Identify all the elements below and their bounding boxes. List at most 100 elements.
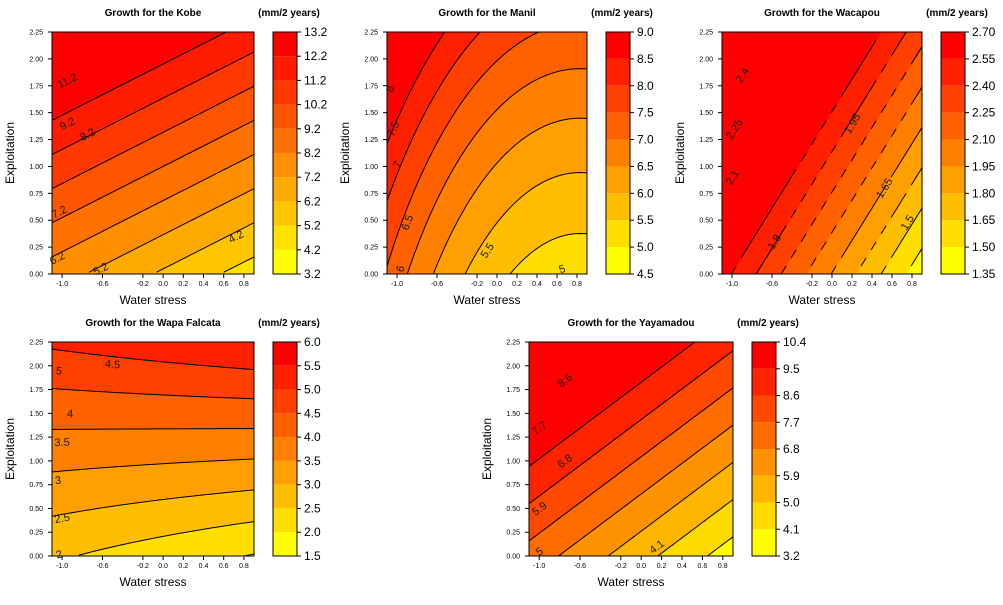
x-tick-label: 0.8: [718, 563, 728, 570]
legend-tick-label: 4.2: [304, 243, 321, 257]
legend-tick-label: 2.25: [972, 106, 996, 120]
chart-panel-1: 4.2 5.2 6.2 7.2 8.2 9.2 11.2 Growth for the Kob…: [3, 8, 328, 307]
legend-tick-label: 2.70: [972, 25, 996, 39]
contour-line: [223, 256, 255, 273]
legend-title: (mm/2 years): [258, 8, 320, 19]
legend-title: (mm/2 years): [926, 8, 988, 19]
x-tick-label: 0.4: [199, 563, 209, 570]
x-tick-label: 0.2: [178, 281, 188, 288]
legend-tick-label: 1.50: [972, 240, 996, 254]
legend-title: (mm/2 years): [591, 8, 653, 19]
y-tick-label: 0.00: [699, 272, 713, 279]
y-tick-label: 2.00: [699, 56, 713, 63]
contour-line: [78, 521, 255, 556]
legend-tick-label: 8.6: [783, 389, 800, 403]
legend-swatch: [273, 342, 297, 366]
contour-line: [810, 86, 923, 267]
legend-swatch: [273, 365, 297, 390]
contour-label: 4: [67, 408, 73, 420]
legend-tick-label: 8.2: [304, 146, 321, 160]
y-tick-label: 0.25: [506, 530, 520, 537]
legend-frame: [605, 31, 631, 275]
contour-label: 2.5: [54, 512, 71, 527]
contour-line: [51, 458, 255, 473]
legend-tick-label: 13.2: [304, 25, 328, 39]
legend-swatch: [606, 247, 630, 274]
legend-tick-label: 9.2: [304, 122, 321, 136]
x-tick-label: 0.4: [532, 281, 542, 288]
contour-band: [51, 458, 255, 517]
x-axis-label: Water stress: [120, 293, 187, 307]
contour-line: [51, 388, 255, 400]
y-axis: 0.00 0.25 0.50 0.75 1.00 1.25 1.50 1.75 2.00 2.25: [506, 340, 529, 561]
y-tick-label: 1.00: [29, 164, 43, 171]
y-tick-label: 0.25: [29, 245, 43, 252]
x-tick-label: 0.0: [158, 281, 168, 288]
legend-frame: [940, 31, 966, 275]
legend-swatch: [606, 58, 630, 86]
legend-swatch: [273, 225, 297, 250]
legend-tick-label: 6.8: [783, 442, 800, 456]
contour-line: [51, 51, 255, 155]
legend-tick-label: 10.2: [304, 98, 328, 112]
contour-line: [51, 119, 255, 224]
legend-tick-label: 4.5: [304, 406, 321, 420]
legend-swatch: [941, 32, 965, 59]
contour-line: [607, 461, 734, 557]
x-tick-label: -0.6: [766, 281, 778, 288]
contour-line: [51, 348, 255, 371]
legend-swatch: [606, 193, 630, 221]
legend-swatch: [752, 395, 776, 423]
y-tick-label: 1.50: [506, 411, 520, 418]
y-tick-label: 2.25: [29, 340, 43, 347]
y-tick-label: 1.00: [29, 458, 43, 465]
legend-swatch: [273, 532, 297, 556]
legend-tick-label: 9.0: [637, 25, 654, 39]
legend-tick-label: 6.2: [304, 194, 321, 208]
legend-tick-label: 2.40: [972, 79, 996, 93]
x-axis: -1.0 -0.6 -0.2 0.0 0.2 0.4 0.6 0.8: [391, 274, 582, 288]
x-axis: -1.0 -0.6 -0.2 0.0 0.2 0.4 0.6 0.8: [56, 274, 249, 288]
legend-swatch: [273, 128, 297, 153]
y-tick-label: 1.25: [29, 137, 43, 144]
plot-frame: [51, 341, 255, 557]
x-tick-label: -0.2: [471, 281, 483, 288]
legend-frame: [272, 341, 298, 557]
legend-swatch: [273, 104, 297, 129]
legend-tick-label: 8.5: [637, 52, 654, 66]
plot-frame: [528, 341, 734, 557]
y-tick-label: 0.75: [29, 482, 43, 489]
contour-label: 3: [54, 475, 61, 488]
legend-swatch: [273, 80, 297, 105]
x-tick-label: 0.0: [827, 281, 837, 288]
legend-tick-label: 5.5: [637, 213, 654, 227]
legend-swatch: [606, 166, 630, 194]
contour-line: [755, 31, 907, 275]
contour-band: [432, 117, 588, 275]
legend-swatch: [752, 422, 776, 449]
x-tick-label: 0.2: [657, 563, 667, 570]
legend-tick-label: 3.2: [304, 267, 321, 281]
contour-label: 8: [384, 84, 397, 94]
legend-swatch: [606, 32, 630, 59]
y-tick-label: 1.75: [699, 83, 713, 90]
y-tick-label: 2.25: [699, 30, 713, 37]
legend-swatch: [752, 475, 776, 503]
y-tick-label: 2.00: [364, 56, 378, 63]
y-tick-label: 2.00: [29, 363, 43, 370]
x-axis-label: Water stress: [598, 575, 665, 589]
legend-tick-label: 8.0: [637, 79, 654, 93]
y-axis-label: Exploitation: [3, 418, 17, 480]
x-tick-label: -0.6: [96, 281, 108, 288]
legend-tick-label: 1.5: [304, 549, 321, 563]
contour-line: [860, 167, 923, 267]
contour-line: [51, 31, 227, 121]
legend-swatch: [273, 413, 297, 438]
legend-swatch: [941, 220, 965, 248]
contour-line: [88, 188, 255, 273]
contour-band: [528, 341, 734, 505]
x-axis-label: Water stress: [454, 293, 521, 307]
legend-swatch: [273, 437, 297, 461]
x-tick-label: -0.6: [96, 563, 108, 570]
legend-swatch: [941, 166, 965, 194]
